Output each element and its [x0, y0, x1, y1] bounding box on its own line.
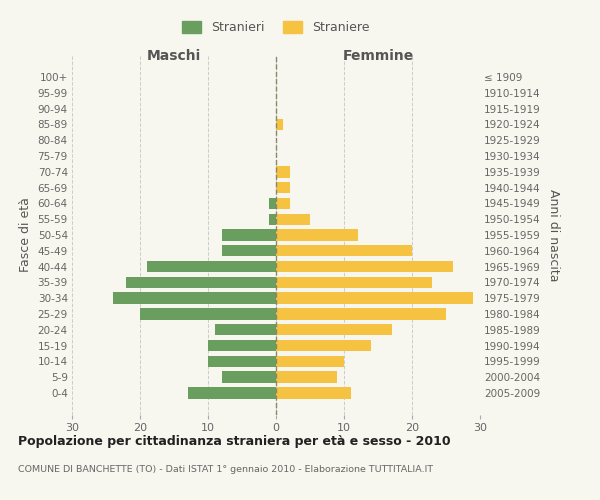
Text: Maschi: Maschi [147, 49, 201, 63]
Bar [140, 308, 276, 320]
Bar [127, 276, 276, 288]
Y-axis label: Anni di nascita: Anni di nascita [547, 188, 560, 281]
Bar [221, 372, 276, 383]
Bar [276, 308, 446, 320]
Bar [276, 166, 290, 177]
Bar [276, 324, 392, 336]
Bar [215, 324, 276, 336]
Bar [208, 356, 276, 367]
Text: Popolazione per cittadinanza straniera per età e sesso - 2010: Popolazione per cittadinanza straniera p… [18, 435, 451, 448]
Bar [276, 230, 358, 240]
Text: Femmine: Femmine [343, 49, 413, 63]
Bar [221, 230, 276, 240]
Bar [113, 292, 276, 304]
Bar [269, 198, 276, 209]
Bar [276, 372, 337, 383]
Bar [208, 340, 276, 351]
Bar [221, 245, 276, 256]
Legend: Stranieri, Straniere: Stranieri, Straniere [178, 16, 374, 40]
Bar [276, 182, 290, 194]
Bar [188, 388, 276, 398]
Bar [269, 214, 276, 225]
Bar [276, 292, 473, 304]
Bar [276, 245, 412, 256]
Bar [276, 340, 371, 351]
Bar [276, 214, 310, 225]
Bar [276, 356, 344, 367]
Bar [147, 261, 276, 272]
Bar [276, 198, 290, 209]
Y-axis label: Fasce di età: Fasce di età [19, 198, 32, 272]
Bar [276, 388, 351, 398]
Bar [276, 261, 453, 272]
Bar [276, 118, 283, 130]
Text: COMUNE DI BANCHETTE (TO) - Dati ISTAT 1° gennaio 2010 - Elaborazione TUTTITALIA.: COMUNE DI BANCHETTE (TO) - Dati ISTAT 1°… [18, 465, 433, 474]
Bar [276, 276, 433, 288]
